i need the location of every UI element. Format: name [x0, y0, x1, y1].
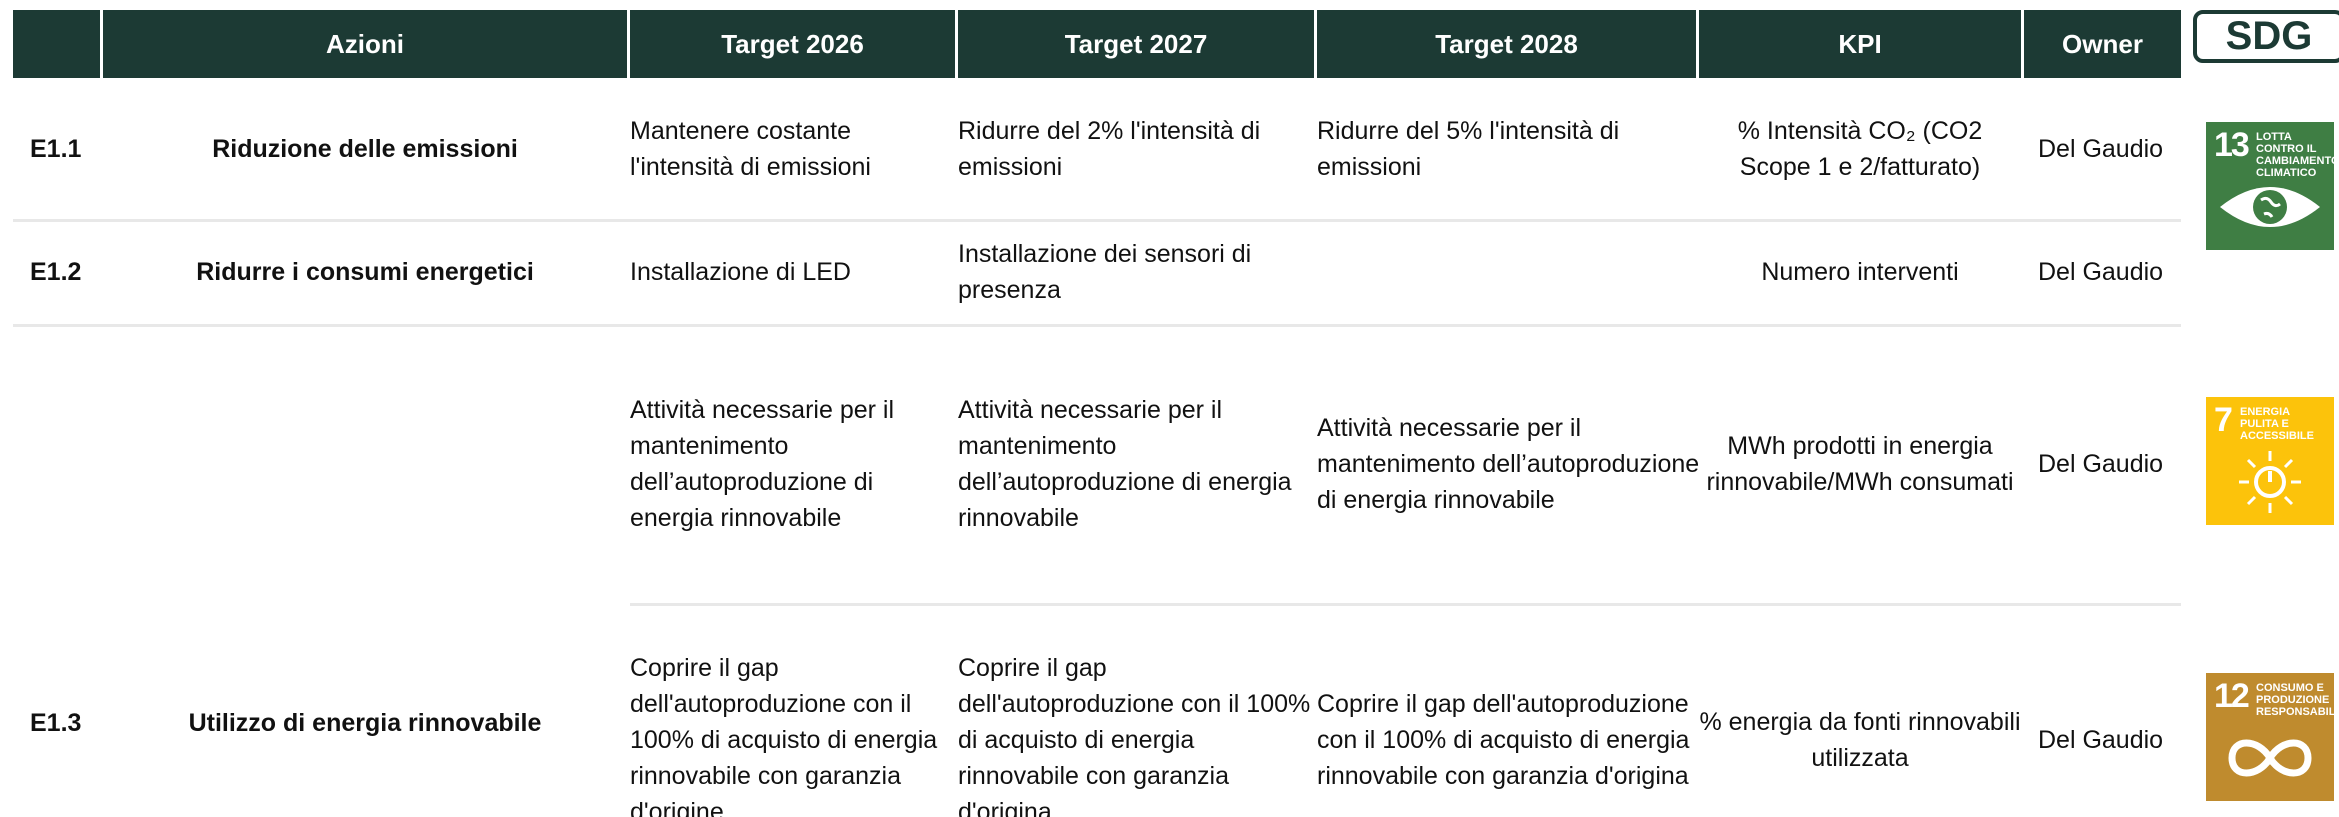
cell-target-2026: Installazione di LED: [630, 219, 961, 324]
sdg-label: LOTTA CONTRO IL CAMBIAMENTO CLIMATICO: [2256, 131, 2334, 179]
cell-target-2027-text: Ridurre del 2% l'intensità di emissioni: [958, 116, 1261, 181]
header-cell: Owner: [2024, 10, 2181, 78]
cell-kpi-text: Numero interventi: [1761, 257, 1959, 286]
row-action-text: Utilizzo di energia rinnovabile: [188, 709, 542, 737]
cell-owner-text: Del Gaudio: [2038, 257, 2164, 286]
sdg-label-text: LOTTA CONTRO IL CAMBIAMENTO CLIMATICO: [2256, 131, 2334, 179]
cell-kpi-text: % energia da fonti rinnovabili utilizzat…: [1699, 708, 2021, 772]
row-action-text: Ridurre i consumi energetici: [196, 257, 534, 286]
row-action: Riduzione delle emissioni: [103, 78, 627, 219]
cell-kpi: % Intensità CO₂ (CO2 Scope 1 e 2/fattura…: [1699, 78, 2021, 219]
cell-target-2027-text: Installazione dei sensori di presenza: [958, 239, 1252, 304]
cell-target-2028-text: Attività necessarie per il mantenimento …: [1317, 413, 1700, 514]
header-cell: Azioni: [103, 10, 627, 78]
row-code-text: E1.2: [30, 257, 82, 286]
sdg-icon: 7 ENERGIA PULITA E ACCESSIBILE: [2206, 397, 2334, 525]
row-code: E1.2: [30, 219, 120, 324]
cell-kpi-text: MWh prodotti in energia rinnovabile/MWh …: [1706, 431, 2014, 496]
cell-owner-text: Del Gaudio: [2038, 449, 2164, 478]
header-cell: [13, 10, 100, 78]
sdg-glyph: [2228, 739, 2312, 777]
cell-kpi: Numero interventi: [1699, 219, 2021, 324]
cell-owner: Del Gaudio: [2038, 324, 2195, 603]
cell-kpi: MWh prodotti in energia rinnovabile/MWh …: [1699, 324, 2021, 603]
row-action: Utilizzo di energia rinnovabile: [103, 653, 627, 793]
cell-target-2028: Attività necessarie per il mantenimento …: [1317, 324, 1702, 603]
sdg-label-text: CONSUMO E PRODUZIONE RESPONSABILI: [2256, 682, 2334, 718]
sdg-label: ENERGIA PULITA E ACCESSIBILE: [2240, 406, 2320, 442]
cell-target-2027: Installazione dei sensori di presenza: [958, 219, 1320, 324]
header-cell: Target 2026: [630, 10, 955, 78]
cell-owner: Del Gaudio: [2038, 219, 2195, 324]
cell-target-2027: Ridurre del 2% l'intensità di emissioni: [958, 78, 1320, 219]
cell-target-2028: Ridurre del 5% l'intensità di emissioni: [1317, 78, 1702, 219]
header-cell: Target 2027: [958, 10, 1314, 78]
cell-kpi: % energia da fonti rinnovabili utilizzat…: [1699, 633, 2021, 817]
cell-owner: Del Gaudio: [2038, 78, 2195, 219]
row-separator: [13, 219, 2181, 222]
cell-target-2026: Coprire il gap dell'autoproduzione con i…: [630, 633, 961, 817]
cell-target-2026: Mantenere costante l'intensità di emissi…: [630, 78, 961, 219]
row-code-text: E1.1: [30, 134, 82, 163]
cell-target-2026-text: Mantenere costante l'intensità di emissi…: [630, 116, 871, 181]
cell-target-2028: Coprire il gap dell'autoproduzione con i…: [1317, 633, 1702, 817]
cell-target-2027: Attività necessarie per il mantenimento …: [958, 324, 1320, 603]
row-code-text: E1.3: [30, 709, 82, 737]
sdg-number: 12: [2214, 677, 2250, 715]
sdg-number-text: 13: [2214, 126, 2250, 164]
sdg-number-text: 7: [2214, 401, 2233, 439]
row-code: E1.3: [30, 653, 120, 793]
sdg-icon: 12 CONSUMO E PRODUZIONE RESPONSABILI: [2206, 673, 2334, 801]
sdg-glyph: [2239, 451, 2301, 513]
sdg-number: 13: [2214, 126, 2250, 164]
cell-target-2026-text: Attività necessarie per il mantenimento …: [630, 395, 895, 532]
cell-target-2027: Coprire il gap dell'autoproduzione con i…: [958, 633, 1320, 817]
sdg-number-text: 12: [2214, 677, 2250, 715]
cell-target-2028-text: Coprire il gap dell'autoproduzione con i…: [1317, 690, 1690, 790]
cell-target-2026-text: Coprire il gap dell'autoproduzione con i…: [630, 654, 938, 817]
sdg-label: CONSUMO E PRODUZIONE RESPONSABILI: [2256, 682, 2334, 718]
sdg-header: SDG: [2193, 10, 2339, 63]
header-cell: Target 2028: [1317, 10, 1696, 78]
cell-target-2028-text: Ridurre del 5% l'intensità di emissioni: [1317, 116, 1620, 181]
row-code: E1.1: [30, 78, 120, 219]
header-cell: KPI: [1699, 10, 2021, 78]
cell-target-2026-text: Installazione di LED: [630, 257, 851, 286]
row-action-text: Riduzione delle emissioni: [212, 134, 518, 163]
cell-owner-text: Del Gaudio: [2038, 726, 2164, 754]
cell-owner: Del Gaudio: [2038, 633, 2195, 817]
cell-target-2026: Attività necessarie per il mantenimento …: [630, 324, 961, 603]
row-separator: [630, 603, 2181, 606]
cell-owner-text: Del Gaudio: [2038, 134, 2164, 163]
sdg-number: 7: [2214, 401, 2233, 439]
sdg-icon: 13 LOTTA CONTRO IL CAMBIAMENTO CLIMATICO: [2206, 122, 2334, 250]
sdg-glyph: [2220, 187, 2320, 227]
row-separator: [13, 324, 2181, 327]
cell-target-2027-text: Coprire il gap dell'autoproduzione con i…: [958, 654, 1311, 817]
sdg-label-text: ENERGIA PULITA E ACCESSIBILE: [2240, 406, 2314, 442]
cell-target-2027-text: Attività necessarie per il mantenimento …: [958, 395, 1292, 532]
cell-kpi-text: % Intensità CO₂ (CO2 Scope 1 e 2/fattura…: [1737, 116, 1983, 181]
row-action: Ridurre i consumi energetici: [103, 219, 627, 324]
